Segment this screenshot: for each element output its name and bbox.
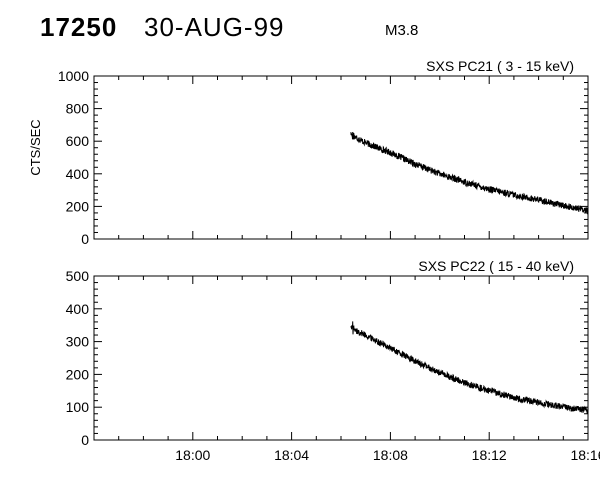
event-id: 17250 [40, 12, 118, 42]
flare-class: M3.8 [385, 22, 419, 39]
panel-2-x-tick-label: 18:16 [570, 447, 600, 463]
panel-2-series-line [350, 321, 589, 414]
panel-1-y-tick-label: 800 [66, 101, 90, 117]
panel-2-y-tick-label: 0 [81, 432, 89, 448]
panel-2-x-tick-label: 18:00 [175, 447, 210, 463]
panel-1-title: SXS PC21 ( 3 - 15 keV) [426, 58, 574, 74]
event-date: 30-AUG-99 [144, 12, 285, 42]
panel-2-y-tick-label: 500 [66, 268, 90, 284]
panel-2-y-tick-label: 300 [66, 334, 90, 350]
panel-1-y-tick-label: 1000 [58, 68, 89, 84]
panel-1-y-tick-label: 400 [66, 166, 90, 182]
panel-2-y-tick-label: 200 [66, 366, 90, 382]
panel-2-frame [93, 275, 589, 441]
panel-2-y-tick-label: 100 [66, 399, 90, 415]
panel-1-frame [93, 75, 589, 240]
panel-2-x-tick-label: 18:08 [373, 447, 408, 463]
panel-1-y-tick-label: 0 [81, 231, 89, 247]
panel-2-x-tick-label: 18:04 [274, 447, 309, 463]
panel-1-y-tick-label: 600 [66, 133, 90, 149]
panel-2-title: SXS PC22 ( 15 - 40 keV) [418, 258, 574, 274]
panel-1-series-line [350, 131, 589, 215]
panel-1-y-tick-label: 200 [66, 198, 90, 214]
panel-1-y-axis-label: CTS/SEC [28, 119, 43, 175]
panel-2-x-tick-label: 18:12 [472, 447, 507, 463]
panel-2-y-tick-label: 400 [66, 301, 90, 317]
